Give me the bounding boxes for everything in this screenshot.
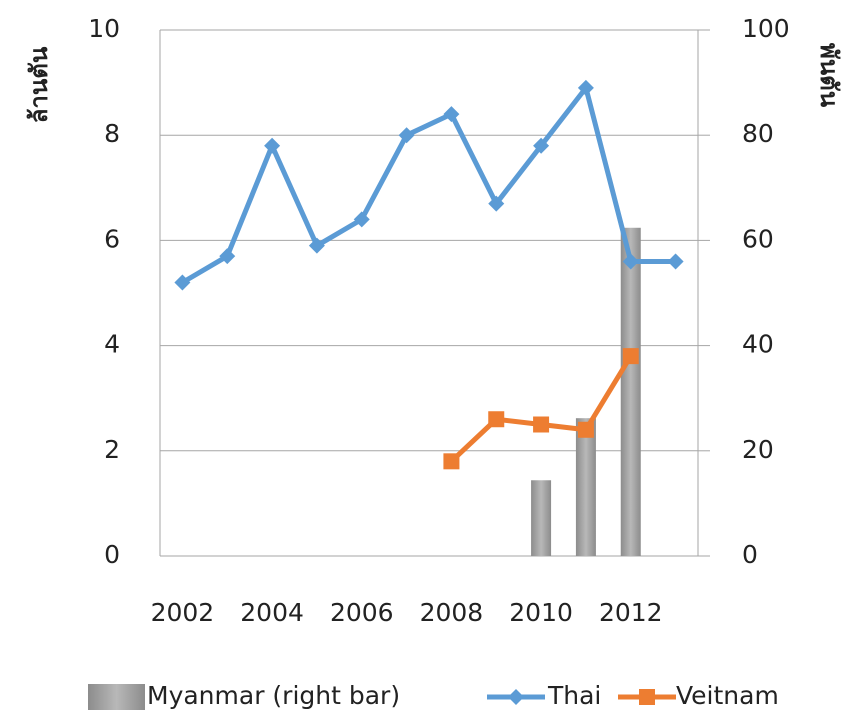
y2-tick-label: 40 <box>742 330 774 359</box>
marker <box>577 421 594 438</box>
legend-marker <box>639 689 655 705</box>
legend-label: Myanmar (right bar) <box>147 681 400 710</box>
marker <box>353 211 370 228</box>
marker <box>398 127 415 144</box>
x-tick-label: 2008 <box>420 598 484 627</box>
y2-axis-label: พันตัน <box>815 43 843 108</box>
y-tick-label: 10 <box>88 14 120 43</box>
marker <box>577 79 594 96</box>
y2-tick-label: 60 <box>742 224 774 253</box>
y-tick-label: 2 <box>104 435 120 464</box>
y2-tick-label: 0 <box>742 540 758 569</box>
marker <box>264 137 281 154</box>
legend-swatch <box>88 684 145 710</box>
x-tick-label: 2002 <box>151 598 215 627</box>
legend-label: Thai <box>547 681 601 710</box>
marker <box>308 237 325 254</box>
x-tick-label: 2012 <box>599 598 663 627</box>
legend-marker <box>508 689 524 705</box>
y-tick-label: 6 <box>104 224 120 253</box>
y2-tick-label: 80 <box>742 119 774 148</box>
y-tick-label: 8 <box>104 119 120 148</box>
marker <box>219 248 236 265</box>
marker <box>667 253 684 270</box>
marker <box>174 274 191 291</box>
bar <box>575 418 596 556</box>
line <box>181 85 676 285</box>
y-axis-label: ล้านตัน <box>25 46 53 123</box>
marker <box>533 137 550 154</box>
y2-tick-label: 20 <box>742 435 774 464</box>
y2-tick-label: 100 <box>742 14 790 43</box>
x-tick-label: 2004 <box>240 598 304 627</box>
line <box>449 354 633 464</box>
y-tick-label: 4 <box>104 330 120 359</box>
marker <box>488 411 505 428</box>
x-tick-label: 2010 <box>509 598 573 627</box>
bar <box>620 227 641 556</box>
bar <box>531 480 552 556</box>
y-tick-label: 0 <box>104 540 120 569</box>
marker <box>622 348 639 365</box>
marker <box>533 416 550 433</box>
marker <box>443 453 460 470</box>
marker <box>622 253 639 270</box>
marker <box>443 106 460 123</box>
marker <box>488 195 505 212</box>
x-tick-label: 2006 <box>330 598 394 627</box>
legend-label: Veitnam <box>676 681 779 710</box>
